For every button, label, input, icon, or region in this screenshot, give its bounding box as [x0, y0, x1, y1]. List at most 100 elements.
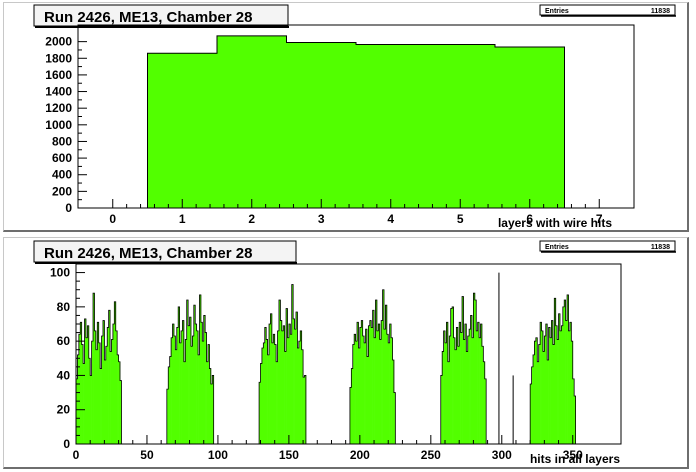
histogram-bar — [287, 337, 290, 444]
histogram-bar — [77, 354, 80, 444]
histogram-bar — [110, 351, 112, 444]
histogram-bar — [196, 330, 199, 444]
histogram-bar — [84, 318, 87, 444]
histogram-bar — [571, 341, 574, 444]
x-tick-label: 50 — [140, 448, 154, 462]
histogram-bar — [176, 327, 179, 444]
histogram-bar — [190, 346, 193, 444]
histogram-bar — [464, 324, 467, 444]
histogram-bar — [574, 396, 576, 444]
histogram-bar — [295, 312, 298, 444]
histogram-bar — [118, 361, 121, 444]
x-tick-label: 5 — [457, 212, 464, 226]
histogram-bar — [480, 324, 483, 444]
histogram-bar — [189, 317, 192, 444]
histogram-bar — [147, 53, 217, 209]
histogram-bar — [185, 339, 188, 444]
histogram-bar — [564, 300, 566, 444]
histogram-bar — [203, 315, 206, 444]
y-tick-label: 60 — [57, 334, 71, 348]
histogram-bar — [381, 320, 383, 444]
histogram-bar — [107, 327, 109, 444]
histogram-bar — [386, 334, 389, 444]
histogram-bar — [169, 356, 172, 444]
histogram-bar — [425, 44, 495, 208]
x-tick-label: 100 — [208, 448, 228, 462]
stats-label: Entries — [545, 244, 569, 251]
histogram-bar — [541, 330, 544, 444]
histogram-bar — [481, 346, 484, 444]
histogram-bar — [260, 363, 263, 444]
histogram-layers-svg: Run 2426, ME13, Chamber 28 Entries 11838 0 2… — [33, 4, 676, 230]
histogram-bar — [85, 337, 88, 444]
histogram-bar — [112, 324, 115, 444]
histogram-bar — [484, 378, 487, 444]
x-axis-label: layers with wire hits — [498, 216, 612, 230]
histogram-bar — [290, 334, 293, 444]
histogram-bar — [365, 329, 368, 444]
histogram-hits-svg: Run 2426, ME13, Chamber 28 Entries 11838 0 2… — [33, 240, 676, 466]
histogram-bar — [284, 351, 287, 444]
x-tick-label: 300 — [492, 448, 512, 462]
histogram-bar — [202, 341, 205, 444]
histogram-bar — [538, 344, 541, 444]
histogram-bar — [97, 322, 100, 444]
chart-title: Run 2426, ME13, Chamber 28 — [44, 9, 252, 26]
histogram-bar — [173, 336, 176, 444]
histogram-bar — [349, 387, 352, 444]
histogram-outline — [349, 289, 396, 444]
histogram-bar — [101, 336, 104, 444]
histogram-bar — [198, 354, 200, 444]
stats-label: Entries — [545, 8, 569, 15]
histogram-bar — [385, 305, 388, 444]
histogram-bar — [259, 382, 261, 444]
histogram-bar — [281, 330, 284, 444]
histogram-outline — [75, 292, 122, 444]
histogram-bar — [551, 320, 554, 444]
y-tick-label: 400 — [52, 168, 72, 182]
histogram-bar — [276, 361, 278, 444]
histogram-bar — [374, 337, 376, 444]
histogram-bar — [294, 329, 297, 444]
histogram-bar — [361, 320, 363, 444]
histogram-bar — [459, 322, 461, 444]
histogram-bar — [550, 337, 552, 444]
histogram-bar — [558, 313, 561, 444]
histogram-bar — [545, 324, 548, 444]
histogram-bar — [388, 342, 390, 444]
x-tick-label: 250 — [421, 448, 441, 462]
histogram-bar — [298, 341, 301, 444]
histogram-bar — [352, 344, 355, 444]
histogram-bar — [562, 306, 565, 444]
y-tick-label: 100 — [50, 266, 70, 280]
histogram-bar — [531, 366, 534, 444]
histogram-bar — [569, 322, 572, 444]
histogram-bar — [450, 308, 453, 444]
histogram-bar — [119, 380, 122, 444]
histogram-bar — [186, 300, 189, 444]
histogram-bar — [200, 322, 203, 444]
y-tick-label: 0 — [65, 201, 72, 215]
histogram-bar — [87, 325, 90, 444]
x-tick-label: 0 — [73, 448, 80, 462]
histogram-bar — [474, 300, 477, 444]
histogram-bar — [91, 341, 94, 444]
histogram-bar — [175, 349, 178, 444]
y-tick-label: 1400 — [45, 85, 72, 99]
histogram-bar — [358, 348, 361, 444]
histogram-bar — [273, 334, 275, 444]
histogram-bar — [286, 42, 356, 208]
histogram-bar — [454, 349, 457, 444]
histogram-bar — [391, 337, 393, 444]
histogram-bar — [100, 368, 102, 444]
histogram-bar — [168, 366, 170, 444]
histogram-bar — [383, 329, 386, 444]
histogram-outline — [258, 284, 307, 444]
histogram-bar — [542, 351, 545, 444]
histogram-bar — [179, 342, 182, 444]
histogram-bar — [105, 346, 108, 444]
histogram-outline — [440, 292, 487, 444]
histogram-bar — [206, 361, 209, 444]
x-tick-label: 3 — [318, 212, 325, 226]
histogram-bar — [102, 320, 105, 444]
